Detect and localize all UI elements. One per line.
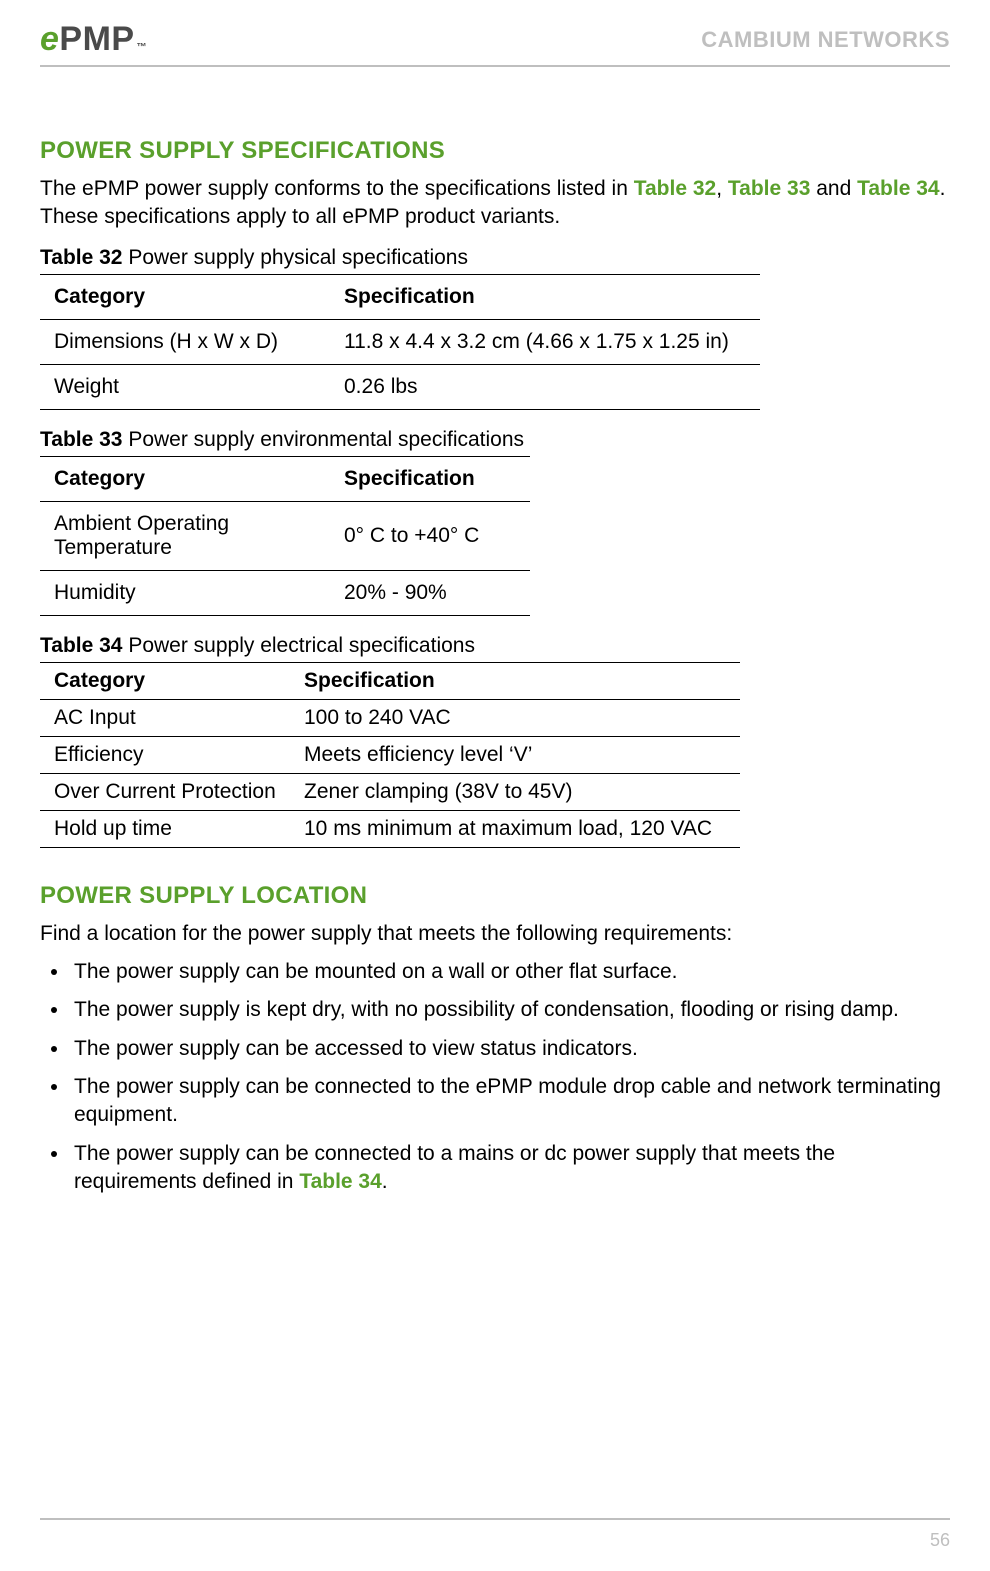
cell-spec: 0° C to +40° C — [330, 501, 530, 570]
table-33-caption-text: Power supply environmental specification… — [122, 428, 524, 451]
table-34-label: Table 34 — [40, 634, 122, 657]
cell-spec: Zener clamping (38V to 45V) — [290, 773, 740, 810]
cell-spec: Meets efficiency level ‘V’ — [290, 736, 740, 773]
list-item: The power supply can be accessed to view… — [70, 1035, 950, 1063]
cell-spec: 11.8 x 4.4 x 3.2 cm (4.66 x 1.75 x 1.25 … — [330, 319, 760, 364]
table-row: AC Input 100 to 240 VAC — [40, 699, 740, 736]
table-34-caption: Table 34 Power supply electrical specifi… — [40, 634, 950, 658]
intro-paragraph: The ePMP power supply conforms to the sp… — [40, 175, 950, 232]
section-heading-location: POWER SUPPLY LOCATION — [40, 882, 950, 910]
bullet5-pre: The power supply can be connected to a m… — [74, 1142, 835, 1193]
list-item: The power supply can be connected to the… — [70, 1073, 950, 1130]
table-33-caption: Table 33 Power supply environmental spec… — [40, 428, 950, 452]
table-34: Category Specification AC Input 100 to 2… — [40, 662, 740, 848]
cell-spec: 100 to 240 VAC — [290, 699, 740, 736]
cell-category: Ambient Operating Temperature — [40, 501, 330, 570]
table-32-caption: Table 32 Power supply physical specifica… — [40, 246, 950, 270]
page-footer: 56 — [40, 1518, 950, 1551]
table-header-row: Category Specification — [40, 456, 530, 501]
location-bullets: The power supply can be mounted on a wal… — [70, 958, 950, 1196]
intro-and: and — [810, 177, 857, 200]
table-row: Weight 0.26 lbs — [40, 364, 760, 409]
table-row: Dimensions (H x W x D) 11.8 x 4.4 x 3.2 … — [40, 319, 760, 364]
table-32-block: Table 32 Power supply physical specifica… — [40, 246, 950, 410]
section-location: POWER SUPPLY LOCATION Find a location fo… — [40, 882, 950, 1197]
location-intro: Find a location for the power supply tha… — [40, 920, 950, 948]
table-34-caption-text: Power supply electrical specifications — [122, 634, 475, 657]
intro-pre: The ePMP power supply conforms to the sp… — [40, 177, 634, 200]
table-33-col1: Category — [40, 456, 330, 501]
logo-e: e — [40, 20, 59, 59]
ref-table-33[interactable]: Table 33 — [728, 177, 810, 200]
table-33-block: Table 33 Power supply environmental spec… — [40, 428, 950, 616]
table-32-label: Table 32 — [40, 246, 122, 269]
table-header-row: Category Specification — [40, 274, 760, 319]
table-34-col1: Category — [40, 662, 290, 699]
header-company: CAMBIUM NETWORKS — [701, 27, 950, 53]
table-33-col2: Specification — [330, 456, 530, 501]
table-row: Over Current Protection Zener clamping (… — [40, 773, 740, 810]
table-32-caption-text: Power supply physical specifications — [122, 246, 468, 269]
cell-spec: 10 ms minimum at maximum load, 120 VAC — [290, 810, 740, 847]
cell-spec: 0.26 lbs — [330, 364, 760, 409]
table-33-label: Table 33 — [40, 428, 122, 451]
cell-category: Hold up time — [40, 810, 290, 847]
table-34-block: Table 34 Power supply electrical specifi… — [40, 634, 950, 848]
logo: ePMP™ — [40, 20, 147, 59]
section-heading-specs: POWER SUPPLY SPECIFICATIONS — [40, 137, 950, 165]
bullet5-post: . — [382, 1170, 388, 1193]
table-row: Hold up time 10 ms minimum at maximum lo… — [40, 810, 740, 847]
cell-category: AC Input — [40, 699, 290, 736]
cell-category: Dimensions (H x W x D) — [40, 319, 330, 364]
table-row: Ambient Operating Temperature 0° C to +4… — [40, 501, 530, 570]
table-32-col2: Specification — [330, 274, 760, 319]
table-33: Category Specification Ambient Operating… — [40, 456, 530, 616]
ref-table-34[interactable]: Table 34 — [857, 177, 939, 200]
list-item: The power supply is kept dry, with no po… — [70, 996, 950, 1024]
logo-pmp: PMP — [59, 20, 134, 59]
cell-category: Over Current Protection — [40, 773, 290, 810]
table-32-col1: Category — [40, 274, 330, 319]
page-header: ePMP™ CAMBIUM NETWORKS — [40, 20, 950, 67]
cell-category: Weight — [40, 364, 330, 409]
cell-category: Efficiency — [40, 736, 290, 773]
table-row: Efficiency Meets efficiency level ‘V’ — [40, 736, 740, 773]
table-34-col2: Specification — [290, 662, 740, 699]
cell-spec: 20% - 90% — [330, 570, 530, 615]
list-item: The power supply can be connected to a m… — [70, 1140, 950, 1197]
table-32: Category Specification Dimensions (H x W… — [40, 274, 760, 410]
cell-category: Humidity — [40, 570, 330, 615]
table-row: Humidity 20% - 90% — [40, 570, 530, 615]
list-item: The power supply can be mounted on a wal… — [70, 958, 950, 986]
ref-table-34-inline[interactable]: Table 34 — [299, 1170, 381, 1193]
intro-comma1: , — [716, 177, 728, 200]
page-number: 56 — [930, 1530, 950, 1550]
ref-table-32[interactable]: Table 32 — [634, 177, 716, 200]
table-header-row: Category Specification — [40, 662, 740, 699]
logo-tm: ™ — [137, 42, 148, 53]
